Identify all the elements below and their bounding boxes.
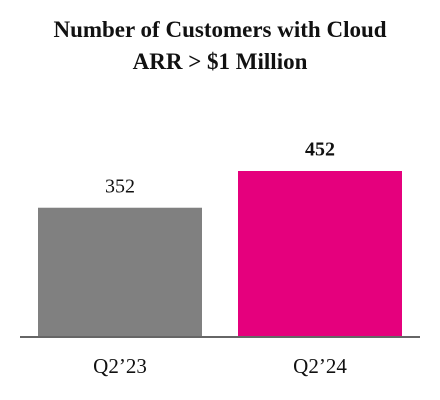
bar	[238, 171, 402, 337]
bar	[38, 207, 202, 337]
x-tick-label: Q2’24	[293, 354, 347, 378]
x-tick-label: Q2’23	[93, 354, 147, 378]
chart-title: Number of Customers with Cloud ARR > $1 …	[53, 17, 387, 74]
value-label: 452	[305, 139, 335, 161]
value-label: 352	[105, 175, 135, 197]
